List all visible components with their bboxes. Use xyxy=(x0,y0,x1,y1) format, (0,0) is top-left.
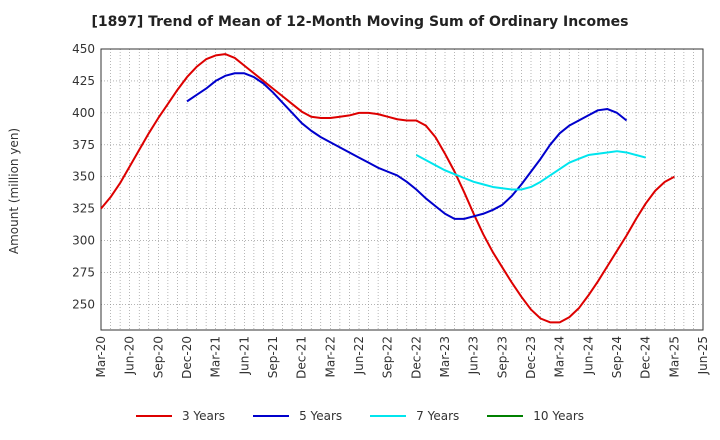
legend-label: 10 Years xyxy=(533,409,585,423)
x-tick-label: Jun-24 xyxy=(581,336,595,375)
x-tick-label: Mar-21 xyxy=(209,336,223,377)
legend-label: 3 Years xyxy=(181,409,226,423)
x-tick-label: Jun-21 xyxy=(237,336,251,375)
y-tick-label: 375 xyxy=(72,138,95,152)
series-line-5-years xyxy=(186,72,628,220)
plot-frame xyxy=(100,48,704,331)
y-tick-label: 425 xyxy=(72,74,95,88)
x-tick-label: Jun-22 xyxy=(352,336,366,375)
y-tick-label: 250 xyxy=(72,297,95,311)
x-tick-label: Mar-24 xyxy=(553,336,567,377)
legend-swatch xyxy=(135,415,172,417)
x-tick-label: Mar-20 xyxy=(94,336,108,377)
x-tick-label: Jun-23 xyxy=(467,336,481,375)
x-tick-label: Jun-25 xyxy=(696,336,710,375)
series-line-7-years xyxy=(415,150,646,191)
legend-item: 10 Years xyxy=(487,409,584,423)
x-tick-label: Sep-23 xyxy=(495,336,509,378)
x-axis-ticks: Mar-20 Jun-20 Sep-20 Dec-20 Mar-21 Jun-21 Sep-… xyxy=(94,336,710,379)
legend: 3 Years 5 Years 7 Years 10 Years xyxy=(0,406,720,426)
legend-item: 3 Years xyxy=(135,409,226,423)
x-tick-label: Dec-23 xyxy=(524,336,538,379)
chart-title: [1897] Trend of Mean of 12-Month Moving … xyxy=(91,14,629,30)
x-tick-label: Sep-22 xyxy=(381,336,395,378)
grid-lines xyxy=(101,48,703,330)
x-tick-label: Mar-22 xyxy=(323,336,337,377)
legend-item: 7 Years xyxy=(370,409,459,423)
y-tick-label: 275 xyxy=(72,266,95,280)
y-axis-ticks: 250 275 300 325 350 375 400 425 450 xyxy=(72,42,95,311)
series-lines xyxy=(100,53,675,324)
legend-swatch xyxy=(253,415,290,417)
y-tick-label: 325 xyxy=(72,202,95,216)
y-tick-label: 350 xyxy=(72,170,95,184)
legend-swatch xyxy=(370,415,407,417)
x-tick-label: Dec-21 xyxy=(295,336,309,379)
legend-item: 5 Years xyxy=(253,409,342,423)
y-tick-label: 300 xyxy=(72,234,95,248)
y-tick-label: 450 xyxy=(72,42,95,56)
series-line-3-years xyxy=(100,53,675,324)
legend-swatch xyxy=(487,415,524,417)
x-tick-label: Sep-20 xyxy=(151,336,165,378)
x-tick-label: Mar-25 xyxy=(667,336,681,377)
y-tick-label: 400 xyxy=(72,106,95,120)
legend-label: 7 Years xyxy=(416,409,460,423)
x-tick-label: Sep-21 xyxy=(266,336,280,378)
x-tick-label: Mar-23 xyxy=(438,336,452,377)
x-tick-label: Sep-24 xyxy=(610,336,624,378)
x-tick-label: Dec-22 xyxy=(409,336,423,379)
legend-label: 5 Years xyxy=(299,409,343,423)
x-tick-label: Dec-20 xyxy=(180,336,194,379)
x-tick-label: Jun-20 xyxy=(123,336,137,375)
plot-background xyxy=(101,49,703,330)
x-tick-label: Dec-24 xyxy=(639,336,653,379)
